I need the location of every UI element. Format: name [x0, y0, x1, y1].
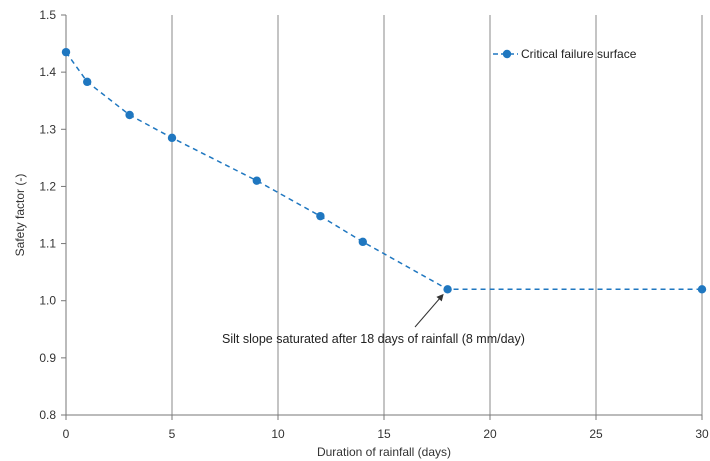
data-point [443, 285, 452, 294]
x-tick-label: 25 [589, 427, 603, 441]
legend-marker [502, 49, 512, 59]
annotation-text: Silt slope saturated after 18 days of ra… [222, 332, 525, 346]
x-tick-label: 30 [695, 427, 709, 441]
x-axis-title: Duration of rainfall (days) [317, 445, 451, 459]
y-tick-label: 1.0 [39, 294, 56, 308]
tick-labels: 0.8 0.9 1.0 1.1 1.2 1.3 1.4 1.5 0 5 10 15 20 25 30 [39, 8, 709, 441]
y-tick-label: 1.4 [39, 65, 56, 79]
y-axis-title: Safety factor (-) [13, 174, 27, 257]
y-tick-label: 0.8 [39, 408, 56, 422]
gridlines [171, 15, 703, 415]
data-point [167, 133, 177, 143]
y-tick-label: 1.5 [39, 8, 56, 22]
data-point [61, 47, 71, 57]
legend-label: Critical failure surface [521, 47, 637, 61]
annotation: Silt slope saturated after 18 days of ra… [222, 293, 525, 346]
data-point [83, 77, 92, 87]
data-point [697, 285, 707, 294]
annotation-arrow [414, 298, 441, 328]
legend: Critical failure surface [493, 47, 637, 61]
y-tick-label: 1.3 [39, 122, 56, 136]
x-tick-label: 10 [271, 427, 285, 441]
series [61, 47, 707, 294]
x-tick-label: 0 [63, 427, 70, 441]
data-point [125, 110, 134, 120]
y-tick-label: 0.9 [39, 351, 56, 365]
x-tick-label: 5 [169, 427, 176, 441]
x-tick-label: 15 [377, 427, 391, 441]
data-point [252, 176, 261, 185]
x-tick-label: 20 [483, 427, 497, 441]
data-point [316, 211, 325, 221]
axes [61, 14, 703, 420]
series-line [65, 51, 702, 291]
y-tick-label: 1.1 [39, 237, 56, 251]
y-tick-label: 1.2 [39, 179, 56, 193]
data-point [358, 237, 367, 247]
annotation-arrowhead [436, 293, 444, 302]
